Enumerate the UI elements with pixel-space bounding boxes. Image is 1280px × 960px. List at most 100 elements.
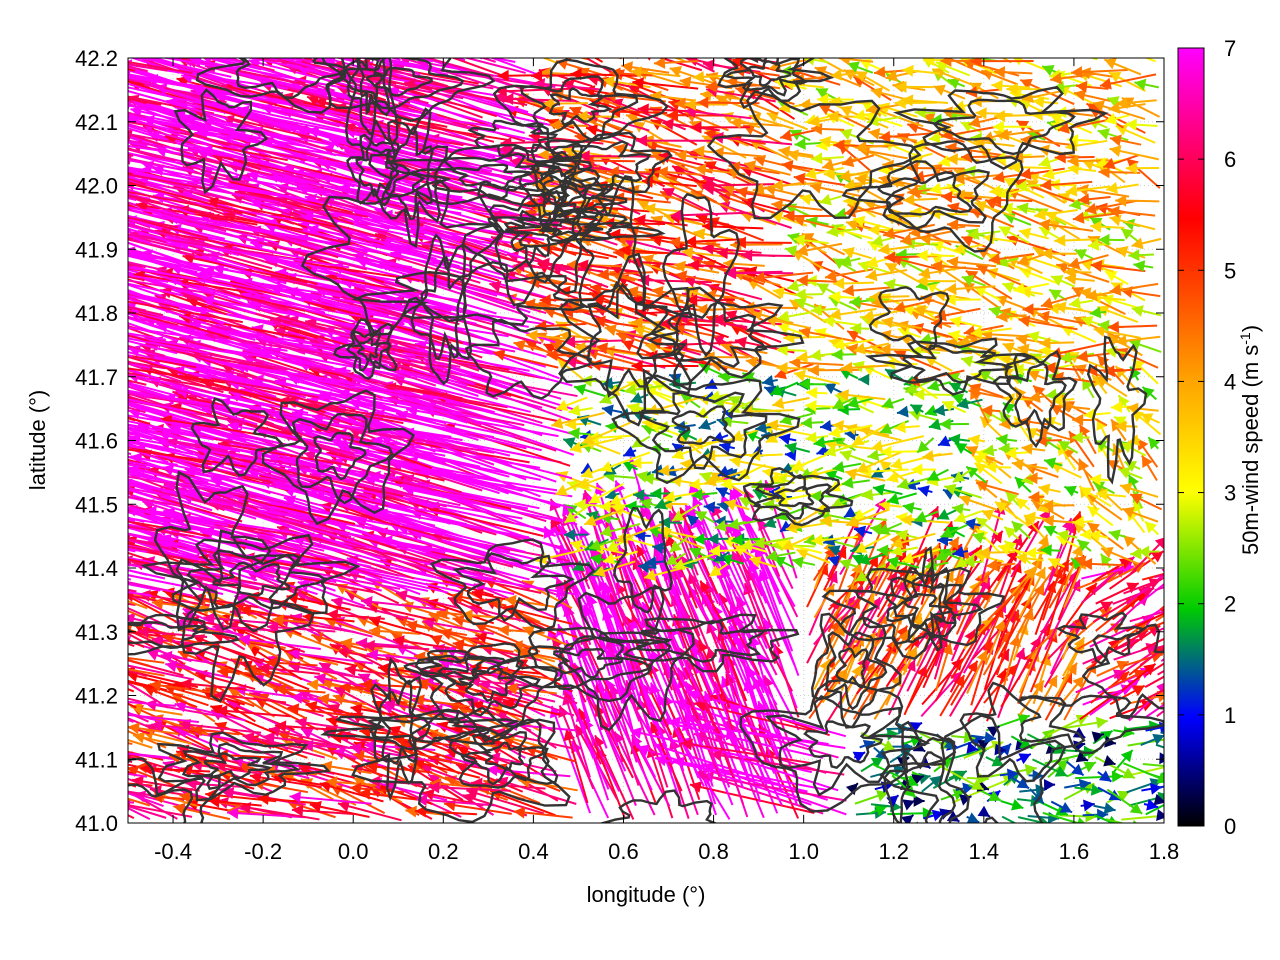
wind-vector-head <box>562 504 574 517</box>
wind-vector-head <box>73 335 85 347</box>
wind-vector-head <box>968 581 981 594</box>
wind-vector-head <box>82 454 94 466</box>
wind-vector-head <box>511 640 523 653</box>
wind-vector-head <box>19 376 31 388</box>
wind-vector-shaft <box>128 658 150 667</box>
wind-vector-head <box>911 463 923 476</box>
wind-vector-head <box>352 750 365 763</box>
wind-vector-shaft <box>1155 614 1164 622</box>
wind-vector-shaft <box>128 714 199 723</box>
wind-vector-shaft <box>906 641 945 708</box>
wind-vector-head <box>350 703 363 716</box>
wind-vector-shaft <box>351 765 429 790</box>
wind-vector-head <box>1150 551 1164 563</box>
wind-vector-head <box>172 593 185 605</box>
wind-vector-shaft <box>1033 559 1070 620</box>
wind-vector-head <box>25 526 37 538</box>
wind-vector-head <box>3 361 15 373</box>
wind-vector-head <box>81 784 94 795</box>
wind-vector-head <box>1143 663 1156 676</box>
wind-vector-head <box>1100 553 1113 567</box>
wind-vector-shaft <box>226 699 303 737</box>
wind-vector-shaft <box>597 579 639 666</box>
wind-vector-shaft <box>128 742 133 745</box>
wind-vector-shaft <box>128 594 177 623</box>
wind-vector-shaft <box>441 754 511 777</box>
wind-vector-head <box>1165 810 1177 822</box>
wind-vector-shaft <box>174 702 246 722</box>
wind-vector-head <box>954 443 968 454</box>
wind-vector-shaft <box>128 752 148 761</box>
wind-vector-head <box>257 793 270 805</box>
wind-vector-head <box>274 683 287 696</box>
wind-vector-shaft <box>1044 579 1081 651</box>
wind-vector-head <box>57 491 69 503</box>
wind-vector-head <box>1075 714 1089 726</box>
wind-vector-head <box>1203 626 1215 637</box>
wind-vector-head <box>3 526 15 538</box>
wind-vector-head <box>74 708 86 719</box>
wind-vector-shaft <box>1156 709 1164 718</box>
wind-vector-shaft <box>267 656 354 677</box>
wind-vector-head <box>109 264 121 275</box>
wind-vector-head <box>68 519 80 530</box>
wind-vector-head <box>1116 660 1129 672</box>
wind-vector-shaft <box>641 601 690 692</box>
wind-vector-head <box>1133 669 1146 681</box>
wind-vector-head <box>344 664 357 677</box>
wind-vector-head <box>681 738 693 751</box>
wind-vector-shaft <box>672 613 703 692</box>
wind-vector-head <box>977 739 990 751</box>
wind-vector-shaft <box>128 801 135 804</box>
wind-vector-shaft <box>128 717 161 733</box>
wind-vector-head <box>1166 567 1178 579</box>
wind-vector-head <box>6 562 18 574</box>
wind-vector-head <box>305 700 318 713</box>
wind-vector-shaft <box>146 650 215 679</box>
wind-vector-head <box>302 739 314 752</box>
wind-vector-head <box>44 376 56 388</box>
wind-vector-shaft <box>128 777 161 793</box>
wind-vector-head <box>1140 700 1154 712</box>
wind-vector-head <box>69 462 81 473</box>
wind-vector-shaft <box>301 743 373 751</box>
wind-vector-head <box>902 799 915 811</box>
wind-vector-shaft <box>128 772 148 778</box>
wind-vector-head <box>366 649 379 662</box>
wind-vector-shaft <box>128 533 199 554</box>
wind-vector-head <box>1087 506 1100 518</box>
wind-vector-shaft <box>1144 675 1164 689</box>
wind-vector-head <box>75 342 87 354</box>
wind-vector-head <box>898 533 910 547</box>
wind-vector-head <box>659 516 671 529</box>
wind-vector-shaft <box>214 693 287 704</box>
wind-vector-head <box>504 594 517 607</box>
wind-vector-head <box>1010 799 1024 811</box>
wind-vector-head <box>1083 745 1095 758</box>
wind-vector-shaft <box>1144 662 1164 677</box>
wind-vector-head <box>17 542 29 554</box>
wind-vector-head <box>579 526 591 539</box>
wind-vector-shaft <box>1145 725 1164 732</box>
wind-vector-head <box>55 327 67 339</box>
wind-vector-head <box>966 812 980 823</box>
wind-vector-head <box>405 805 418 818</box>
wind-vector-head <box>128 765 140 778</box>
wind-vector-shaft <box>594 704 634 779</box>
wind-vector-head <box>922 449 934 462</box>
wind-vector-head <box>56 332 68 344</box>
wind-vector-head <box>110 584 122 595</box>
wind-vector-shaft <box>595 681 624 763</box>
wind-vector-head <box>1 438 13 450</box>
wind-vector-head <box>913 794 925 807</box>
wind-vector-head <box>45 269 57 281</box>
wind-vector-head <box>998 631 1010 645</box>
wind-vector-head <box>179 718 191 731</box>
wind-vector-head <box>513 806 526 819</box>
wind-vector-head <box>128 722 140 735</box>
wind-vector-head <box>216 749 228 762</box>
wind-vector-shaft <box>1001 815 1017 823</box>
wind-vector-shaft <box>606 647 635 735</box>
wind-vector-head <box>1048 558 1061 569</box>
wind-vector-head <box>1051 567 1064 580</box>
